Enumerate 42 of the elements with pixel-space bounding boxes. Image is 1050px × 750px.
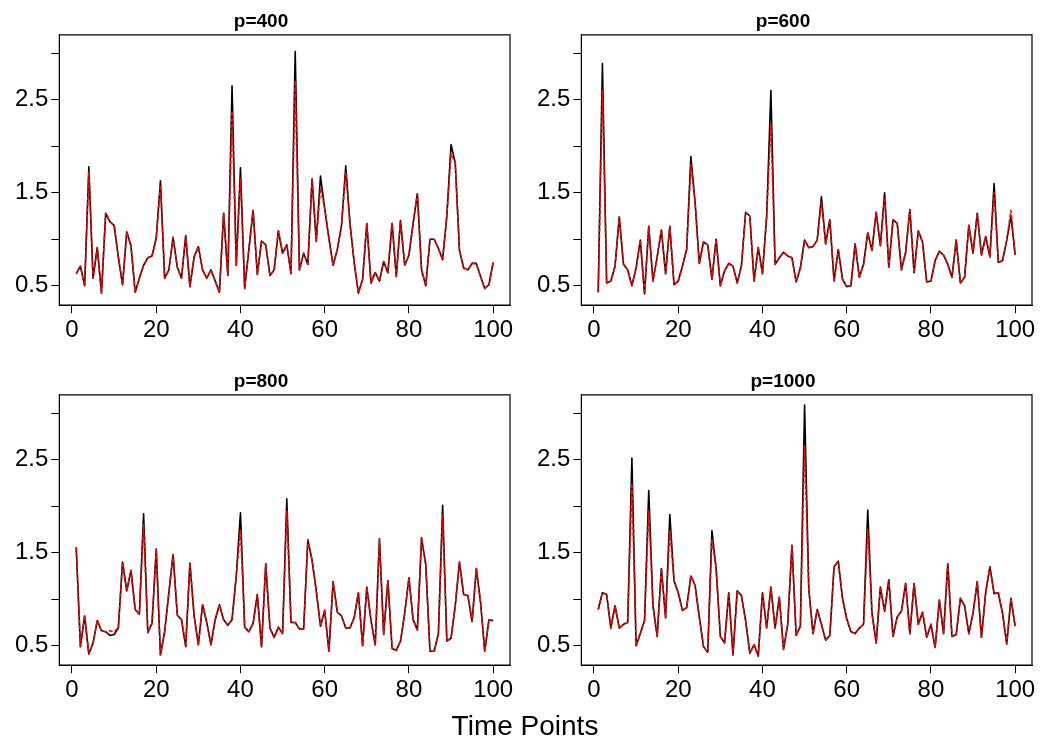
x-tick-label: 40 [749,315,776,343]
x-tick-label: 80 [917,675,945,703]
y-tick-label: 1.5 [14,177,49,205]
x-tick-label: 20 [664,315,692,343]
y-tick-label: 0.5 [536,270,571,298]
x-tick-label: 40 [749,675,776,703]
chart-title: p=800 [233,369,289,391]
x-tick-label: 40 [227,675,254,703]
x-tick-label: 80 [395,315,423,343]
y-tick-label: 2.5 [14,444,49,472]
x-tick-label: 20 [142,315,170,343]
x-tick-label: 0 [587,315,601,343]
x-tick-label: 0 [587,675,601,703]
x-tick-label: 0 [65,315,79,343]
x-tick-label: 80 [917,315,945,343]
x-tick-label: 20 [142,675,170,703]
x-tick-label: 20 [664,675,692,703]
chart-title: p=400 [233,9,289,31]
line-series [597,445,1016,657]
chart-title: p=600 [755,9,811,31]
y-tick-label: 2.5 [536,84,571,112]
x-tick-label: 100 [473,315,514,343]
y-tick-label: 0.5 [14,270,49,298]
x-tick-label: 100 [473,675,514,703]
x-tick-label: 40 [227,315,254,343]
y-tick-label: 0.5 [536,630,571,658]
y-tick-label: 0.5 [14,630,49,658]
x-tick-label: 0 [65,675,79,703]
x-tick-label: 80 [395,675,423,703]
y-tick-label: 1.5 [14,537,49,565]
x-axis-title: Time Points [450,710,600,742]
x-tick-label: 60 [311,315,339,343]
x-tick-label: 100 [995,315,1036,343]
x-tick-label: 60 [311,675,339,703]
y-tick-label: 1.5 [536,537,571,565]
x-tick-label: 100 [995,675,1036,703]
x-tick-label: 60 [833,315,861,343]
x-tick-label: 60 [833,675,861,703]
y-tick-label: 2.5 [536,444,571,472]
chart-title: p=1000 [750,369,816,391]
y-tick-label: 1.5 [536,177,571,205]
y-tick-label: 2.5 [14,84,49,112]
